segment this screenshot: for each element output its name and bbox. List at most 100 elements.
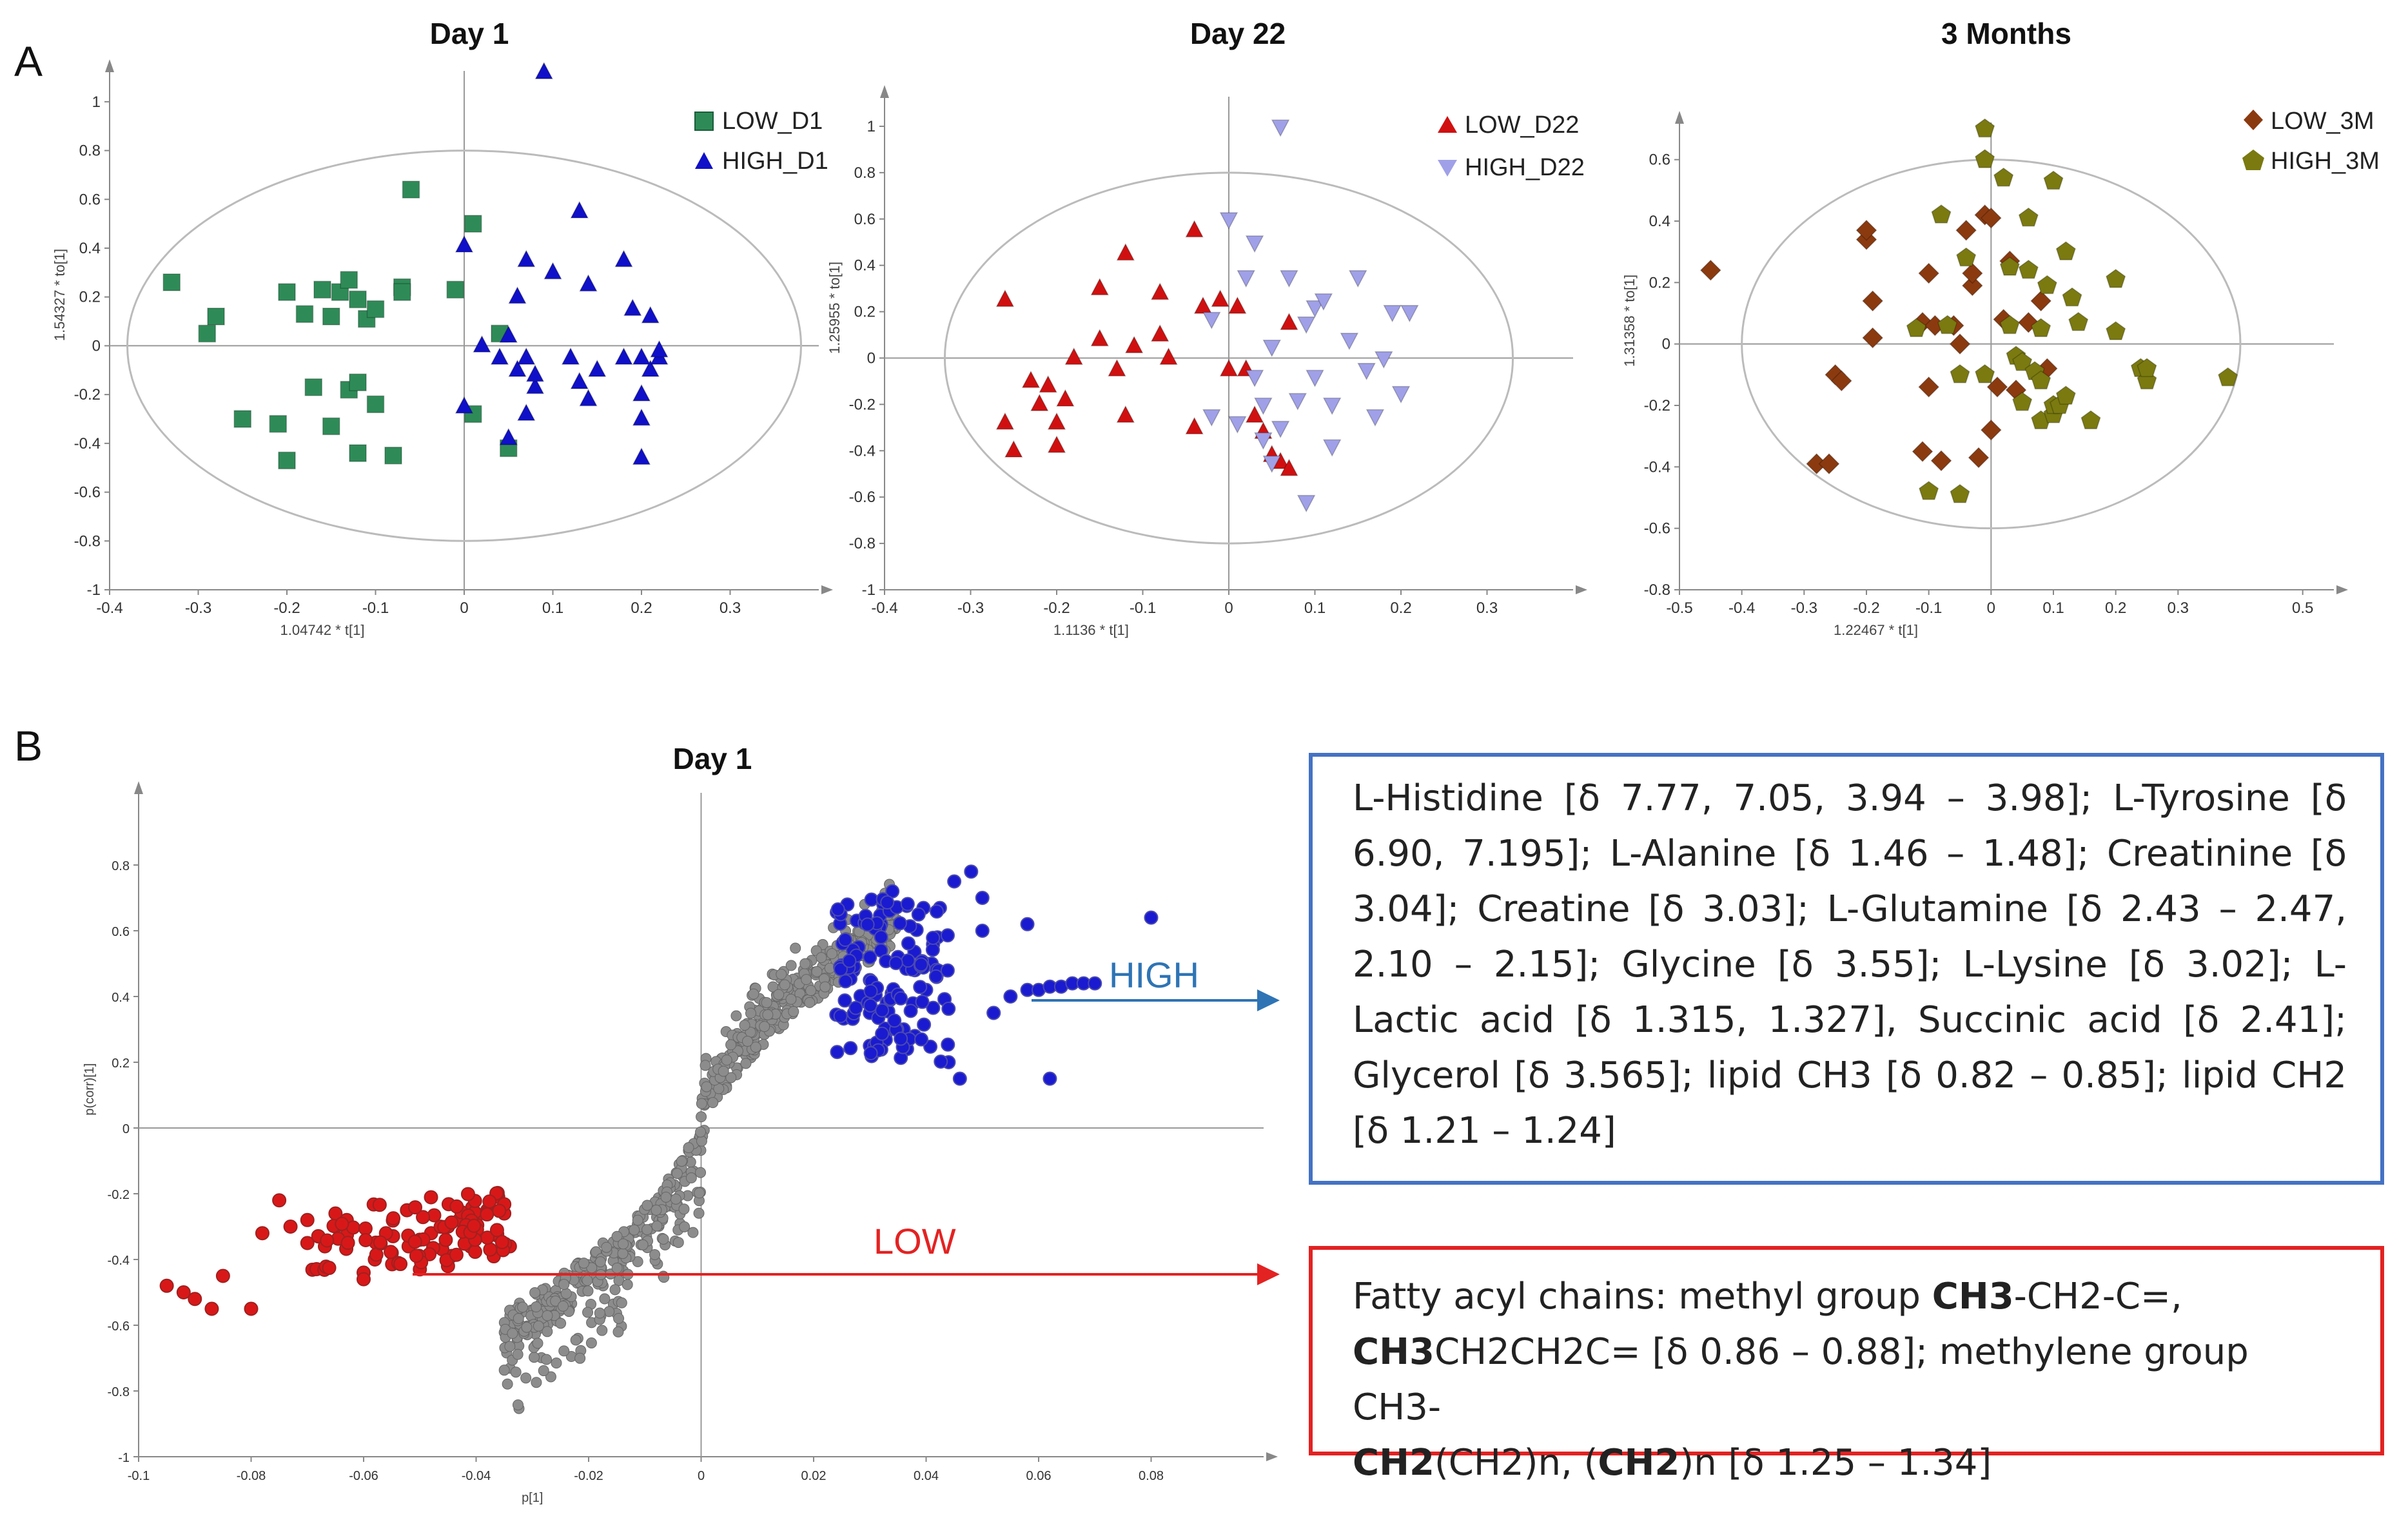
loading-point-low [204, 1301, 219, 1316]
y-tick-label: 0.2 [112, 1056, 130, 1071]
loading-point-low [300, 1212, 315, 1227]
loading-point-other [616, 1297, 627, 1308]
loading-point-high [928, 969, 943, 984]
data-point [2218, 367, 2238, 387]
low-bold-4: CH2 [1598, 1442, 1680, 1484]
data-point [1980, 419, 2002, 441]
data-point [2137, 358, 2157, 378]
data-point [1297, 494, 1316, 512]
data-point [1383, 305, 1402, 323]
loading-point-high [986, 1006, 1001, 1020]
loading-point-high [941, 1002, 956, 1016]
loading-point-other [776, 969, 787, 980]
data-point [588, 359, 607, 377]
x-tick-label: 0 [698, 1469, 705, 1483]
data-point [1030, 393, 1049, 411]
data-point [1288, 393, 1307, 411]
loading-point-other [694, 1187, 705, 1199]
loading-point-other [613, 1312, 625, 1324]
y-axis-arrow [880, 85, 889, 98]
data-point [1699, 259, 1721, 281]
data-point [1280, 458, 1298, 476]
loading-point-other [622, 1279, 633, 1290]
data-point [2018, 259, 2039, 279]
y-tick-label: -1 [87, 581, 101, 599]
loading-point-high [911, 907, 926, 922]
legend-label-low-d1: LOW_D1 [722, 108, 823, 135]
loading-point-other [533, 1320, 544, 1332]
loading-point-other [513, 1313, 524, 1325]
loading-point-other [512, 1348, 524, 1360]
loading-point-other [596, 1325, 608, 1336]
loading-point-high [838, 974, 853, 989]
y-axis-arrow [1675, 111, 1684, 124]
loading-point-other [555, 1317, 567, 1329]
x-tick-label: -0.4 [1728, 599, 1755, 617]
data-point [2031, 370, 2051, 390]
loading-point-other [725, 1039, 737, 1051]
high-metabolites-text: L-Histidine [δ 7.77, 7.05, 3.94 – 3.98];… [1353, 777, 2347, 1152]
data-point [1340, 333, 1359, 351]
y-tick-label: -0.4 [1644, 458, 1670, 476]
data-point [1254, 432, 1273, 450]
loading-point-other [629, 1224, 640, 1236]
loading-point-high [940, 928, 955, 943]
x-axis-label: 1.04742 * t[1] [280, 622, 365, 638]
data-point [1108, 358, 1126, 376]
loading-point-high [941, 1037, 955, 1052]
loading-point-other [741, 1036, 753, 1047]
loading-point-low [384, 1245, 398, 1259]
loading-point-other [601, 1241, 612, 1253]
loading-point-high [900, 897, 915, 911]
data-point [1306, 300, 1324, 318]
data-point [1906, 318, 1926, 338]
data-point [162, 273, 181, 291]
loading-point-low [244, 1301, 259, 1316]
x-tick-label: 0.1 [2042, 599, 2064, 617]
x-tick-label: 0.2 [631, 599, 652, 617]
data-point [1986, 376, 2008, 398]
data-point [1047, 412, 1066, 430]
data-point [1228, 416, 1247, 434]
loading-point-other [641, 1200, 653, 1211]
loading-point-other [816, 952, 827, 964]
low-text-1: Fatty acyl chains: methyl group [1353, 1276, 1932, 1317]
x-tick-label: 0.02 [801, 1469, 827, 1483]
loading-point-low [449, 1247, 464, 1262]
data-point [1314, 293, 1333, 311]
x-tick-label: -0.3 [957, 599, 984, 617]
loading-point-low [444, 1215, 459, 1230]
loading-point-other [670, 1193, 681, 1205]
loading-point-other [805, 985, 817, 996]
loading-point-low [322, 1261, 337, 1276]
data-point [340, 271, 358, 289]
legend-marker-high-d22 [1438, 160, 1457, 177]
loading-point-low [357, 1272, 371, 1287]
x-tick-label: 0.1 [542, 599, 563, 617]
high-label: HIGH [1109, 955, 1199, 995]
loading-point-other [701, 1081, 712, 1093]
loading-point-low [159, 1278, 174, 1293]
data-point [632, 347, 651, 365]
loading-point-other [725, 1072, 737, 1084]
data-point [561, 347, 580, 365]
loading-point-high [914, 1032, 929, 1047]
loading-point-low [386, 1211, 401, 1226]
x-axis-arrow [821, 585, 833, 594]
loading-point-high [901, 953, 915, 968]
data-point [543, 262, 562, 280]
data-point [1919, 481, 1939, 500]
data-point [1090, 329, 1109, 347]
loading-point-high [964, 864, 979, 879]
data-point [1993, 167, 2014, 187]
y-tick-label: -0.6 [108, 1319, 130, 1334]
x-tick-label: -0.04 [462, 1469, 491, 1483]
loading-point-other [739, 1020, 750, 1031]
y-tick-label: -0.2 [74, 386, 101, 403]
loading-point-other [641, 1224, 653, 1236]
data-point [508, 359, 527, 377]
data-point [2018, 207, 2039, 227]
loading-point-other [502, 1378, 513, 1390]
data-point [1862, 327, 1884, 349]
loading-point-low [467, 1218, 482, 1233]
